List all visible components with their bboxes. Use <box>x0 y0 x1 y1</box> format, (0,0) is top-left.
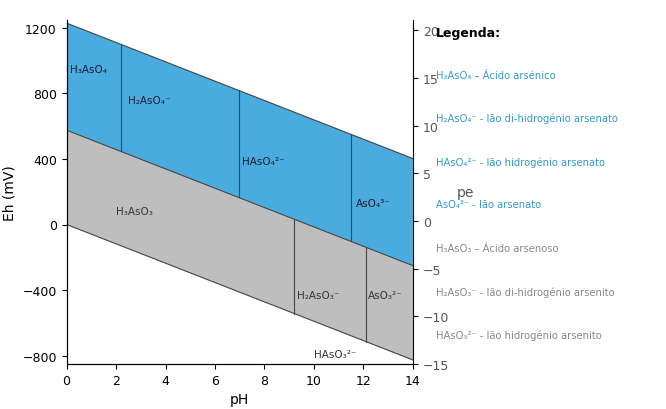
Text: AsO₃²⁻: AsO₃²⁻ <box>368 290 403 300</box>
Text: HAsO₃²⁻: HAsO₃²⁻ <box>314 349 356 359</box>
Text: HAsO₄²⁻ - Ião hidrogénio arsenato: HAsO₄²⁻ - Ião hidrogénio arsenato <box>436 157 605 167</box>
Text: HAsO₄²⁻: HAsO₄²⁻ <box>242 156 285 166</box>
Text: H₃AsO₄: H₃AsO₄ <box>71 65 107 74</box>
X-axis label: pH: pH <box>230 392 249 406</box>
Polygon shape <box>67 131 413 360</box>
Y-axis label: Eh (mV): Eh (mV) <box>3 164 17 220</box>
Text: AsO₄³⁻: AsO₄³⁻ <box>356 199 391 209</box>
Polygon shape <box>67 24 413 266</box>
Text: H₂AsO₄⁻ - Ião di-hidrogénio arsenato: H₂AsO₄⁻ - Ião di-hidrogénio arsenato <box>436 114 618 124</box>
Text: H₂AsO₃⁻ - Ião di-hidrogénio arsenito: H₂AsO₃⁻ - Ião di-hidrogénio arsenito <box>436 286 615 297</box>
Text: H₃AsO₃ – Ácido arsenoso: H₃AsO₃ – Ácido arsenoso <box>436 243 559 253</box>
Text: AsO₄³⁻ - Ião arsenato: AsO₄³⁻ - Ião arsenato <box>436 200 541 210</box>
Y-axis label: pe: pe <box>457 185 474 199</box>
Text: H₂AsO₃⁻: H₂AsO₃⁻ <box>296 290 339 300</box>
Text: H₂AsO₄⁻: H₂AsO₄⁻ <box>129 96 171 106</box>
Text: HAsO₃²⁻ - Ião hidrogénio arsenito: HAsO₃²⁻ - Ião hidrogénio arsenito <box>436 330 602 340</box>
Text: H₃AsO₃: H₃AsO₃ <box>116 207 153 217</box>
Text: H₃AsO₄ – Ácido arsénico: H₃AsO₄ – Ácido arsénico <box>436 70 556 80</box>
Text: Legenda:: Legenda: <box>436 27 501 40</box>
